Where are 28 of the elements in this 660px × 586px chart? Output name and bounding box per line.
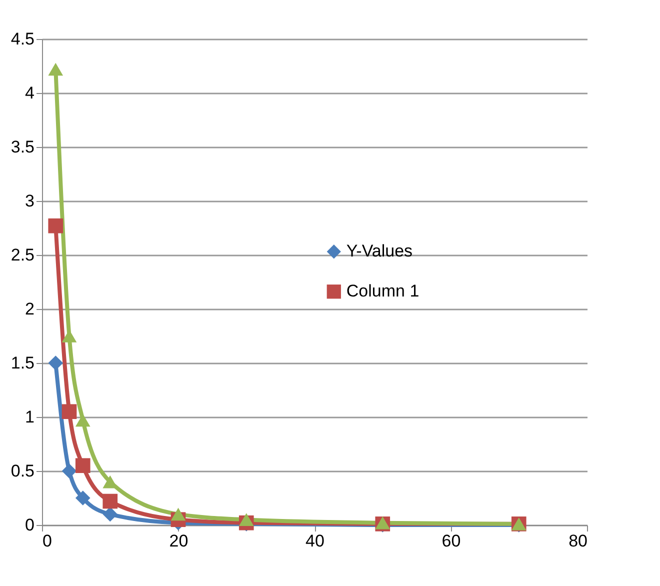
y-tick-label: 0.5: [10, 462, 34, 480]
x-tick-label: 40: [306, 532, 324, 550]
y-tick-label: 4: [25, 84, 34, 102]
point: [48, 218, 64, 234]
point: [75, 490, 90, 506]
y-tick-label: 0: [25, 516, 34, 534]
point: [62, 464, 77, 478]
y-tick-label: 1.5: [10, 354, 34, 372]
y-tick-label: 4.5: [10, 30, 34, 48]
point: [75, 458, 90, 474]
point: [102, 506, 118, 522]
legend-label: Column 1: [346, 282, 420, 301]
point: [62, 404, 77, 420]
y-tick-label: 3: [25, 192, 34, 210]
point: [75, 414, 90, 427]
point: [102, 494, 118, 509]
y-tick-label: 1: [25, 408, 34, 426]
x-tick-label: 80: [568, 532, 588, 550]
x-tick-label: 0: [42, 532, 52, 550]
legend-label: Y-Values: [346, 242, 413, 261]
y-tick-label: 2: [25, 300, 34, 318]
point: [238, 513, 254, 526]
y-tick-label: 3.5: [10, 138, 34, 156]
y-tick-label: 2.5: [10, 246, 34, 264]
point: [48, 62, 64, 76]
point: [48, 356, 64, 370]
x-tick-label: 20: [169, 532, 188, 550]
x-tick-label: 60: [442, 532, 461, 550]
